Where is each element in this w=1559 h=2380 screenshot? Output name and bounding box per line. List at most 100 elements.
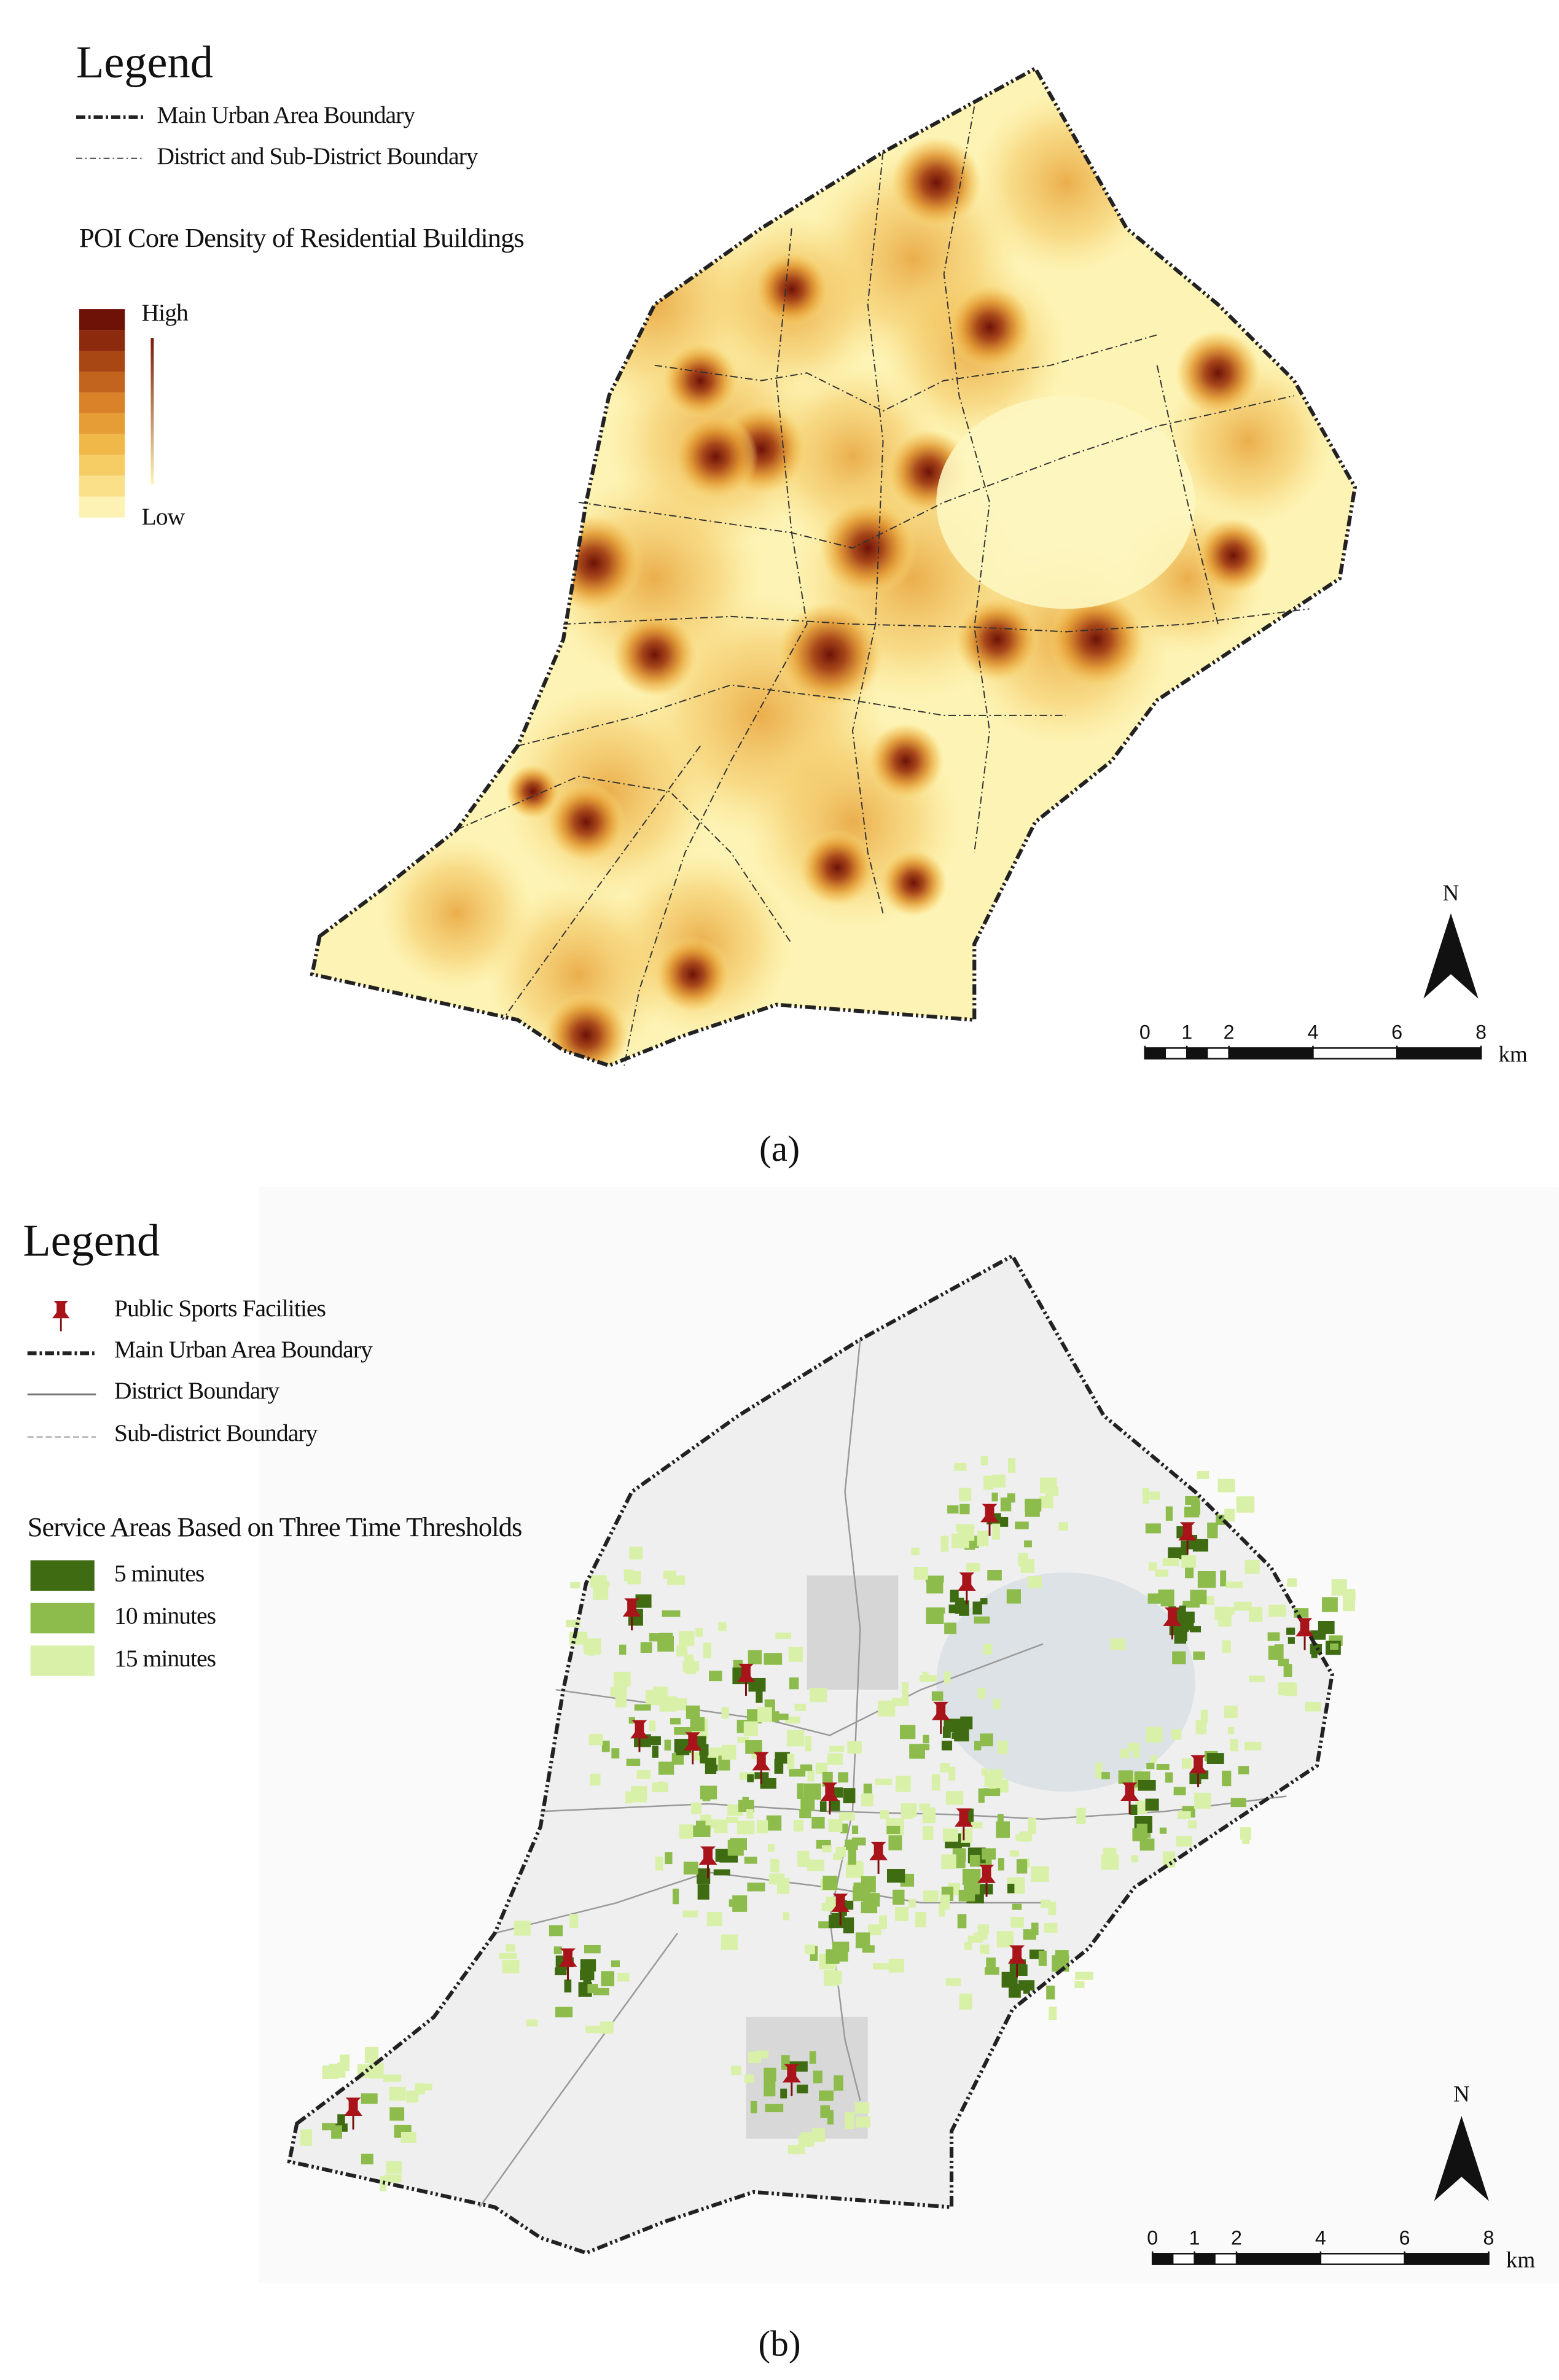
service-patch xyxy=(819,2090,834,2101)
service-patch xyxy=(920,1675,937,1682)
pin-head xyxy=(782,2064,801,2083)
service-patch xyxy=(700,1785,717,1800)
service-patch xyxy=(750,2101,757,2113)
service-patch xyxy=(1031,1922,1039,1935)
service-patch xyxy=(902,1809,913,1819)
service-patch xyxy=(948,1766,956,1781)
pin-head xyxy=(1007,1945,1026,1964)
service-patch xyxy=(809,2051,816,2064)
service-patch xyxy=(940,1535,949,1552)
service-patch xyxy=(1182,1601,1200,1608)
legend-subtitle: POI Core Density of Residential Building… xyxy=(79,222,524,253)
service-patch xyxy=(923,1734,929,1744)
service-patch xyxy=(991,1474,1006,1488)
service-patch xyxy=(659,1633,673,1644)
service-patch xyxy=(777,1878,790,1894)
ramp-step xyxy=(79,496,125,518)
service-patch xyxy=(590,1773,601,1786)
service-patch xyxy=(703,1642,711,1658)
ramp-step xyxy=(79,351,125,372)
service-patch xyxy=(983,1475,994,1490)
service-patch xyxy=(1160,1590,1174,1607)
service-patch xyxy=(1007,1884,1015,1894)
boundary xyxy=(578,395,1294,549)
service-patch xyxy=(679,1631,695,1647)
service-patch xyxy=(1197,1470,1209,1480)
service-patch xyxy=(389,2107,405,2121)
service-patch xyxy=(991,1492,998,1502)
service-patch xyxy=(780,2088,787,2099)
service-patch xyxy=(731,2066,741,2075)
service-patch xyxy=(1018,1553,1028,1567)
service-patch xyxy=(738,1800,754,1812)
service-patch xyxy=(1012,1903,1022,1910)
service-patch xyxy=(834,2075,843,2091)
ramp-step xyxy=(79,475,125,497)
service-patch xyxy=(845,2112,854,2129)
legend-label: 15 minutes xyxy=(114,1645,216,1672)
service-patch xyxy=(908,1899,916,1908)
service-patch xyxy=(658,1762,674,1775)
service-patch xyxy=(776,1713,789,1720)
service-patch xyxy=(996,1931,1014,1948)
service-patch xyxy=(981,1768,988,1776)
service-patch xyxy=(679,1824,694,1839)
ramp-step xyxy=(79,434,125,455)
density-blob xyxy=(662,342,739,419)
district-boundaries xyxy=(479,1339,1287,2208)
service-patch xyxy=(997,1814,1004,1825)
service-patch xyxy=(1146,1727,1163,1743)
scale-segment xyxy=(1194,2253,1216,2265)
service-patch xyxy=(1120,1749,1130,1758)
service-patch xyxy=(631,1785,647,1803)
service-patch xyxy=(1136,1824,1148,1839)
scale-label: 6 xyxy=(1399,2226,1410,2249)
scale-label: 4 xyxy=(1307,1021,1318,1043)
service-patch xyxy=(947,1505,959,1514)
service-patch xyxy=(361,2093,378,2104)
service-patch xyxy=(926,1581,944,1594)
scale-segment xyxy=(1237,2253,1321,2265)
service-patch xyxy=(1009,1850,1020,1857)
service-patch xyxy=(888,1835,902,1851)
service-patch xyxy=(697,1868,711,1884)
service-patch xyxy=(851,1837,866,1846)
service-patch xyxy=(1286,1627,1295,1635)
pin-head xyxy=(683,1732,702,1751)
service-patch xyxy=(891,1698,909,1706)
service-patch xyxy=(645,1690,662,1706)
service-patch xyxy=(886,1825,901,1834)
service-patch xyxy=(845,1900,854,1910)
service-patch xyxy=(1220,1570,1227,1586)
service-patch xyxy=(1207,1522,1218,1539)
service-patch xyxy=(615,1692,627,1707)
service-patch xyxy=(682,1910,698,1918)
service-patch xyxy=(714,1819,728,1833)
service-patch xyxy=(1139,1838,1155,1851)
pin-head xyxy=(955,1808,973,1827)
pin-head xyxy=(977,1865,996,1883)
service-patch xyxy=(895,1906,909,1922)
density-blob xyxy=(1175,330,1261,416)
service-patch xyxy=(1322,1597,1338,1612)
service-patch xyxy=(1023,1929,1036,1940)
service-patch xyxy=(923,1826,934,1840)
scale-label: 2 xyxy=(1231,2226,1242,2249)
service-patch xyxy=(1023,1984,1030,1994)
service-patch xyxy=(1159,1827,1167,1834)
service-patch xyxy=(1181,1540,1189,1557)
service-patch xyxy=(1216,1515,1225,1525)
service-patch xyxy=(659,1696,677,1712)
service-patch xyxy=(713,1869,730,1876)
service-patch xyxy=(828,1819,843,1833)
scale-label: 8 xyxy=(1483,2226,1494,2249)
lake xyxy=(936,1572,1195,1792)
service-patch xyxy=(1224,1508,1235,1522)
service-patch xyxy=(415,2083,425,2095)
boundary xyxy=(943,106,991,853)
service-patch xyxy=(854,2102,870,2114)
service-patch xyxy=(1194,1792,1211,1809)
service-patch xyxy=(737,1820,755,1835)
pin-head xyxy=(1163,1607,1182,1626)
